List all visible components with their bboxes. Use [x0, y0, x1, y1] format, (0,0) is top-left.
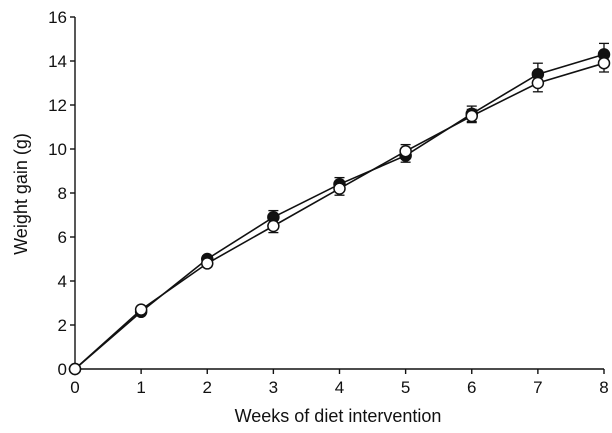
y-tick-label: 4	[58, 272, 67, 291]
y-tick-label: 2	[58, 316, 67, 335]
y-tick-label: 10	[48, 140, 67, 159]
x-axis-title: Weeks of diet intervention	[235, 406, 442, 426]
open-circle-point	[465, 109, 478, 123]
y-tick-label: 0	[58, 360, 67, 379]
y-tick-label: 8	[58, 184, 67, 203]
open-circle-point	[201, 257, 214, 270]
x-tick-label: 3	[269, 378, 278, 397]
series-line	[74, 62, 605, 370]
x-tick-label: 1	[136, 378, 145, 397]
x-tick-label: 5	[401, 378, 410, 397]
y-tick-label: 12	[48, 96, 67, 115]
open-circle-point	[134, 303, 148, 316]
series-line	[74, 53, 605, 370]
series-layer	[68, 42, 611, 376]
y-tick-label: 16	[48, 8, 67, 27]
x-tick-label: 2	[203, 378, 212, 397]
open-circle-point	[333, 182, 346, 195]
y-tick-label: 14	[48, 52, 67, 71]
series-2	[68, 53, 611, 376]
open-circle-point	[531, 76, 545, 90]
x-tick-label: 4	[335, 378, 344, 397]
x-tick-label: 8	[599, 378, 608, 397]
x-tick-label: 0	[70, 378, 79, 397]
open-circle-point	[68, 362, 82, 376]
open-circle-point	[399, 144, 412, 158]
series-1	[68, 42, 611, 376]
open-circle-point	[267, 219, 280, 233]
y-axis-title: Weight gain (g)	[11, 133, 31, 255]
x-tick-label: 6	[467, 378, 476, 397]
x-tick-label: 7	[533, 378, 542, 397]
open-circle-point	[597, 56, 611, 70]
y-tick-label: 6	[58, 228, 67, 247]
